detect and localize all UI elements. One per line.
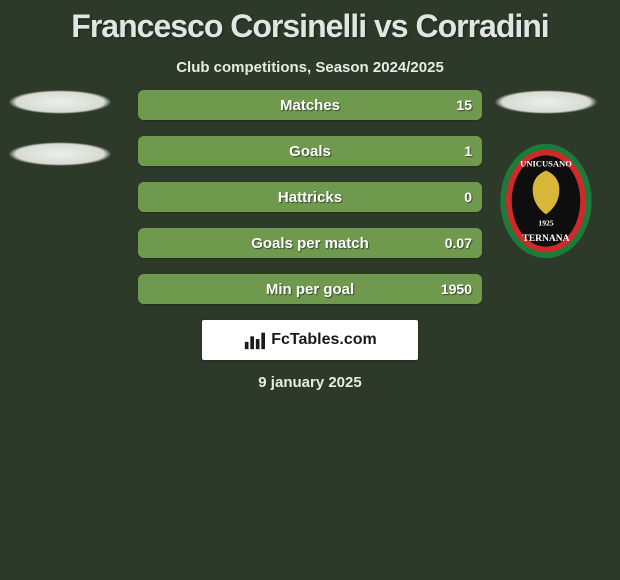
player-right-club-badge: UNICUSANO TERNANA 1925: [498, 142, 594, 260]
club-badge-top-text: UNICUSANO: [520, 159, 572, 169]
stat-row-fill: [138, 136, 482, 166]
stat-row: Min per goal1950: [138, 274, 482, 304]
watermark-text: FcTables.com: [271, 331, 377, 349]
club-badge-bottom-text: TERNANA: [523, 234, 570, 244]
stat-row: Goals per match0.07: [138, 228, 482, 258]
stat-row: Goals1: [138, 136, 482, 166]
bar-chart-icon: [243, 329, 265, 351]
stat-row: Matches15: [138, 90, 482, 120]
comparison-card: Francesco Corsinelli vs Corradini Club c…: [0, 0, 620, 580]
stage: UNICUSANO TERNANA 1925 Matches15 Goals1 Ha…: [0, 76, 620, 580]
player-right-avatar: [494, 90, 598, 114]
page-title: Francesco Corsinelli vs Corradini: [71, 8, 548, 45]
club-badge-svg: UNICUSANO TERNANA 1925: [498, 142, 594, 260]
player-left-avatar: [8, 90, 112, 114]
date-label: 9 january 2025: [258, 374, 361, 391]
right-player-column: UNICUSANO TERNANA 1925: [494, 90, 598, 260]
club-badge-year: 1925: [538, 219, 553, 228]
stat-row-fill: [138, 274, 482, 304]
subtitle: Club competitions, Season 2024/2025: [176, 59, 444, 76]
stat-row-fill: [138, 182, 482, 212]
stat-bars: Matches15 Goals1 Hattricks0 Goals per match…: [138, 90, 482, 304]
left-player-column: [8, 90, 112, 166]
stat-row: Hattricks0: [138, 182, 482, 212]
stat-row-fill: [138, 90, 482, 120]
player-left-club-placeholder: [8, 142, 112, 166]
watermark: FcTables.com: [202, 320, 418, 360]
stat-row-fill: [138, 228, 482, 258]
